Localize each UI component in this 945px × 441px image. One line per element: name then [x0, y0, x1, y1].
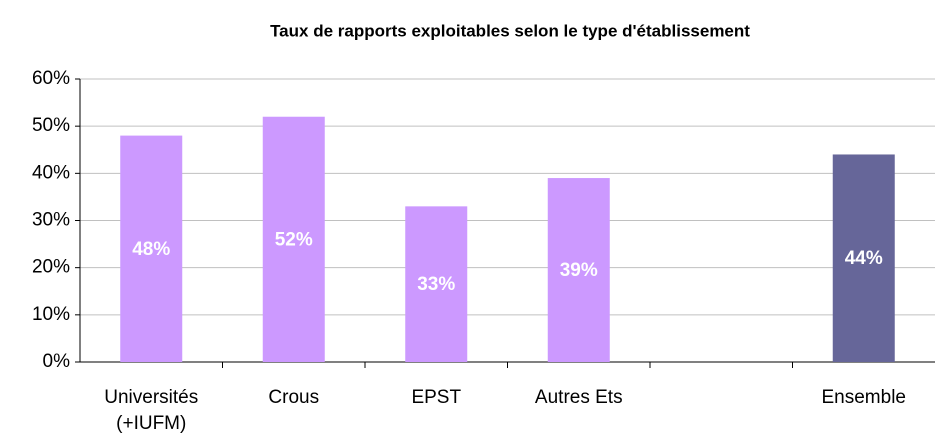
bar: [405, 206, 468, 362]
y-tick-label: 10%: [32, 304, 70, 325]
y-tick-label: 0%: [43, 351, 71, 372]
value-label: 39%: [560, 260, 598, 281]
x-tick-label: Autres Ets: [535, 387, 623, 408]
value-label: 44%: [845, 248, 883, 269]
chart-title: Taux de rapports exploitables selon le t…: [270, 21, 750, 40]
y-tick-label: 20%: [32, 257, 70, 278]
y-tick-label: 50%: [32, 115, 70, 136]
x-tick-label: Crous: [268, 387, 319, 408]
bar: [547, 178, 610, 362]
bar: [262, 116, 325, 362]
x-tick-label: EPST: [411, 387, 461, 408]
y-tick-label: 30%: [32, 210, 70, 231]
value-label: 52%: [275, 229, 313, 250]
value-label: 33%: [417, 274, 455, 295]
y-tick-label: 60%: [32, 68, 70, 89]
bar: [832, 154, 895, 362]
bar: [120, 135, 183, 362]
y-tick-label: 40%: [32, 162, 70, 183]
value-label: 48%: [132, 239, 170, 260]
x-tick-label: Ensemble: [822, 387, 907, 408]
x-tick-label: Universités (+IUFM): [104, 387, 198, 434]
